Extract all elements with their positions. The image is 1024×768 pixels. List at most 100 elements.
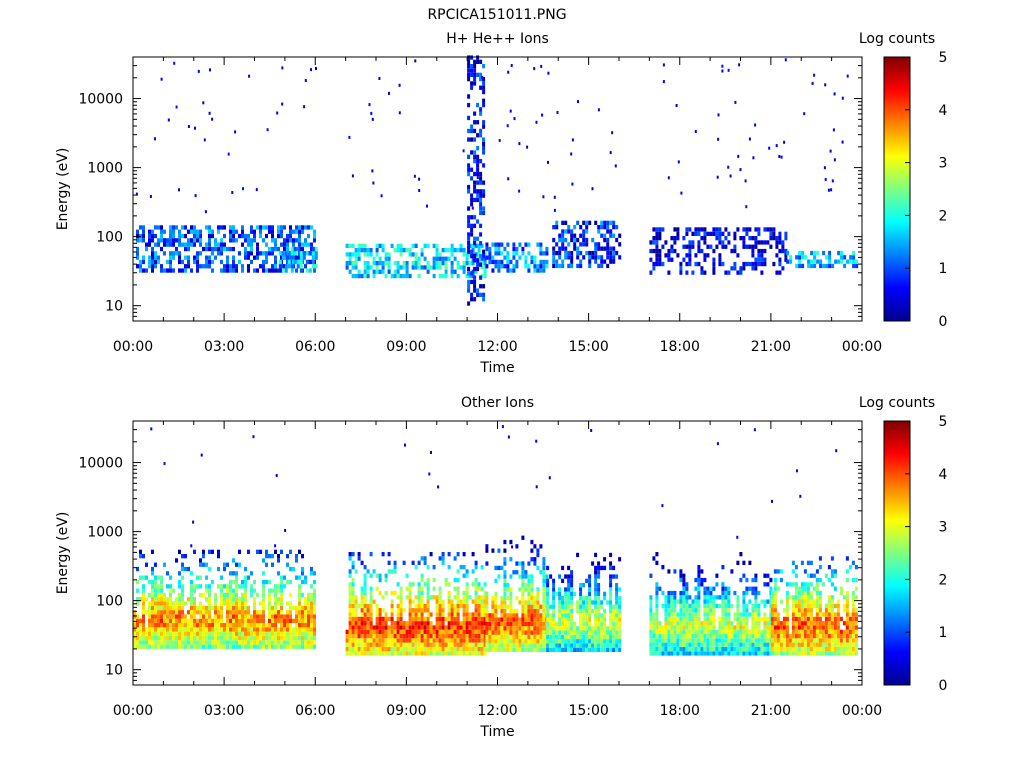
spectrogram-cell <box>685 586 689 591</box>
spectrogram-cell <box>558 237 562 243</box>
spectrogram-cell <box>184 636 187 641</box>
spectrogram-cell <box>567 225 571 230</box>
spectrogram-cell <box>271 554 274 559</box>
spectrogram-cell <box>794 582 798 587</box>
spectrogram-cell <box>211 644 214 649</box>
spectrogram-cell <box>435 634 439 639</box>
spectrogram-cell <box>229 592 232 598</box>
spectrogram-cell <box>369 621 373 626</box>
spectrogram-cell <box>396 608 400 613</box>
spectrogram-cell <box>815 629 819 634</box>
spectrogram-cell <box>582 639 586 644</box>
spectrogram-cell <box>313 644 316 649</box>
spectrogram-cell <box>688 227 692 232</box>
spectrogram-cell <box>241 233 244 239</box>
spectrogram-cell <box>835 449 838 453</box>
spectrogram-cell <box>512 608 516 614</box>
spectrogram-cell <box>459 565 463 570</box>
spectrogram-cell <box>139 618 142 623</box>
spectrogram-cell <box>673 248 677 254</box>
spectrogram-cell <box>232 255 235 260</box>
spectrogram-cell <box>494 626 498 631</box>
spectrogram-cell <box>280 584 283 589</box>
spectrogram-cell <box>474 647 478 652</box>
spectrogram-cell <box>676 599 680 604</box>
spectrogram-cell <box>467 163 471 168</box>
spectrogram-cell <box>471 625 475 630</box>
spectrogram-cell <box>268 631 271 636</box>
spectrogram-cell <box>824 638 828 643</box>
spectrogram-cell <box>503 587 507 592</box>
spectrogram-cell <box>751 638 755 643</box>
spectrogram-cell <box>471 206 474 210</box>
spectrogram-cell <box>136 601 139 606</box>
spectrogram-cell <box>384 638 388 643</box>
spectrogram-cell <box>351 638 355 643</box>
spectrogram-cell <box>479 292 483 297</box>
spectrogram-cell <box>736 603 740 609</box>
spectrogram-cell <box>570 578 574 583</box>
spectrogram-cell <box>142 640 145 645</box>
spectrogram-cell <box>724 599 728 604</box>
spectrogram-cell <box>573 237 577 243</box>
spectrogram-cell <box>211 627 214 632</box>
spectrogram-cell <box>473 59 477 64</box>
spectrogram-cell <box>836 608 840 613</box>
spectrogram-cell <box>549 639 553 644</box>
spectrogram-cell <box>408 616 412 622</box>
spectrogram-cell <box>670 629 674 634</box>
spectrogram-cell <box>609 565 613 571</box>
spectrogram-cell <box>736 642 740 647</box>
spectrogram-cell <box>715 629 719 634</box>
spectrogram-cell <box>372 638 376 643</box>
spectrogram-cell <box>476 163 480 168</box>
spectrogram-cell <box>673 634 677 639</box>
spectrogram-cell <box>785 616 789 622</box>
spectrogram-cell <box>438 586 442 591</box>
spectrogram-cell <box>709 231 713 236</box>
spectrogram-cell <box>348 556 352 561</box>
spectrogram-cell <box>142 588 145 593</box>
spectrogram-cell <box>824 647 828 652</box>
spectrogram-cell <box>157 588 160 593</box>
spectrogram-cell <box>739 266 743 271</box>
spectrogram-cell <box>369 590 373 596</box>
spectrogram-cell <box>518 621 522 627</box>
spectrogram-cell <box>420 612 424 617</box>
spectrogram-cell <box>848 647 852 652</box>
spectrogram-cell <box>244 255 247 260</box>
spectrogram-cell <box>594 259 598 264</box>
spectrogram-cell <box>199 640 202 645</box>
spectrogram-cell <box>558 574 562 579</box>
spectrogram-cell <box>773 621 777 626</box>
spectrogram-cell <box>408 629 412 634</box>
spectrogram-cell <box>585 604 589 609</box>
spectrogram-cell <box>160 623 163 628</box>
spectrogram-cell <box>348 569 352 574</box>
spectrogram-cell <box>503 596 507 601</box>
spectrogram-cell <box>229 238 232 243</box>
spectrogram-cell <box>202 644 205 649</box>
spectrogram-cell <box>470 292 474 297</box>
spectrogram-cell <box>310 623 313 628</box>
spectrogram-cell <box>220 592 223 598</box>
spectrogram-cell <box>827 595 831 600</box>
spectrogram-cell <box>467 284 471 289</box>
spectrogram-cell <box>652 266 656 271</box>
spectrogram-cell <box>265 640 268 645</box>
spectrogram-cell <box>459 248 463 253</box>
spectrogram-cell <box>685 582 689 587</box>
spectrogram-cell <box>470 215 474 220</box>
spectrogram-cell <box>480 642 484 647</box>
spectrogram-cell <box>420 590 424 596</box>
spectrogram-cell <box>295 238 298 243</box>
spectrogram-cell <box>791 621 795 626</box>
spectrogram-cell <box>208 618 211 623</box>
spectrogram-cell <box>298 242 301 247</box>
spectrogram-cell <box>655 599 659 604</box>
spectrogram-cell <box>414 256 418 261</box>
spectrogram-cell <box>244 592 247 598</box>
spectrogram-cell <box>766 629 770 634</box>
spectrogram-cell <box>384 629 388 634</box>
spectrogram-cell <box>371 169 374 173</box>
